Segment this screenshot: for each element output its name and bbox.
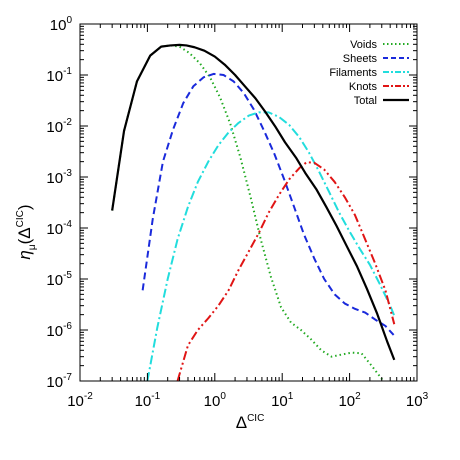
y-tick-label: 10-2 <box>46 117 72 136</box>
y-tick-label: 10-1 <box>46 66 72 85</box>
plot-frame <box>79 23 418 382</box>
x-tick-label: 10-1 <box>135 391 161 410</box>
series-line-filaments <box>146 111 396 381</box>
legend-label-sheets: Sheets <box>343 53 378 65</box>
series-line-sheets <box>141 72 395 336</box>
y-tick-label: 100 <box>50 15 73 34</box>
series-layer <box>111 43 396 381</box>
y-tick-label: 10-7 <box>46 372 72 391</box>
series-line-voids <box>111 44 384 381</box>
x-tick-label: 102 <box>338 391 361 410</box>
legend-label-filaments: Filaments <box>329 67 377 79</box>
x-tick-label: 10-2 <box>67 391 93 410</box>
ticks-layer: 10-2 10-1 100 101 102 103 100 10-1 10-2 10-3 10-4 1… <box>46 15 428 410</box>
legend: Voids Sheets Filaments Knots Total <box>329 39 409 107</box>
y-axis-label: ημ(ΔCIC) <box>15 204 38 259</box>
x-tick-label: 101 <box>271 391 294 410</box>
y-tick-label: 10-4 <box>46 219 72 238</box>
legend-label-voids: Voids <box>350 39 377 51</box>
legend-label-total: Total <box>354 95 377 107</box>
y-tick-label: 10-3 <box>46 168 72 187</box>
legend-label-knots: Knots <box>349 81 378 93</box>
x-axis-label: ΔCIC <box>236 413 265 432</box>
series-line-total <box>111 43 396 361</box>
x-tick-label: 100 <box>204 391 227 410</box>
series-line-knots <box>176 161 396 381</box>
y-tick-label: 10-6 <box>46 321 72 340</box>
y-tick-label: 10-5 <box>46 270 72 289</box>
x-tick-label: 103 <box>406 391 429 410</box>
